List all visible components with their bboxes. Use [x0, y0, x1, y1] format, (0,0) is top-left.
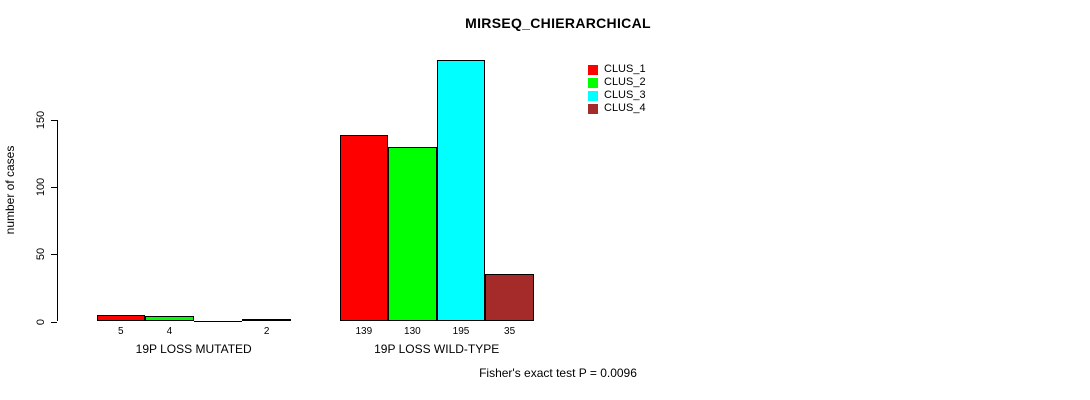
x-axis-group-label: 19P LOSS WILD-TYPE — [374, 341, 500, 356]
legend-row-CLUS_1: CLUS_1 — [588, 63, 646, 76]
bar-value-label: 4 — [166, 325, 173, 337]
y-axis-tick-label: 50 — [35, 248, 47, 261]
stat-annotation: Fisher's exact test P = 0.0096 — [479, 366, 637, 380]
legend-label: CLUS_4 — [604, 102, 646, 114]
legend-row-CLUS_3: CLUS_3 — [588, 89, 646, 102]
legend: CLUS_1 CLUS_2 CLUS_3 CLUS_4 — [588, 63, 646, 115]
y-axis-tick-label: 0 — [35, 318, 47, 325]
legend-swatch-CLUS_3 — [588, 90, 598, 101]
bar-CLUS_3-zero — [193, 320, 243, 322]
bar-CLUS_1 — [339, 134, 389, 322]
bar-CLUS_4 — [242, 318, 291, 322]
y-axis-tick-label: 100 — [35, 178, 47, 197]
bar-CLUS_4 — [485, 274, 534, 322]
legend-swatch-CLUS_1 — [588, 64, 598, 75]
legend-label: CLUS_1 — [604, 63, 646, 75]
legend-label: CLUS_2 — [604, 76, 646, 88]
legend-row-CLUS_4: CLUS_4 — [588, 102, 646, 115]
chart-title: MIRSEQ_CHIERARCHICAL — [465, 15, 651, 31]
y-axis-tick — [51, 120, 57, 122]
bar-CLUS_2 — [145, 316, 194, 322]
bar-value-label: 5 — [118, 325, 124, 337]
y-axis-tick — [51, 254, 57, 256]
legend-swatch-CLUS_2 — [588, 77, 598, 88]
y-axis-tick — [51, 321, 57, 323]
legend-row-CLUS_2: CLUS_2 — [588, 76, 646, 89]
y-axis-tick-label: 150 — [35, 110, 47, 130]
bar-CLUS_1 — [96, 314, 146, 322]
legend-label: CLUS_3 — [604, 89, 646, 101]
bar-value-label: 2 — [263, 325, 270, 337]
y-axis-tick — [51, 187, 57, 189]
bar-CLUS_2 — [388, 146, 437, 322]
bar-value-label: 195 — [452, 325, 470, 337]
bar-value-label: 139 — [355, 325, 373, 337]
bar-CLUS_3 — [436, 59, 486, 322]
bar-value-label: 130 — [404, 325, 421, 337]
y-axis-line — [57, 120, 58, 322]
bar-value-label: 35 — [504, 325, 516, 337]
legend-swatch-CLUS_4 — [588, 103, 598, 114]
x-axis-group-label: 19P LOSS MUTATED — [135, 341, 252, 356]
y-axis-label: number of cases — [3, 145, 17, 235]
